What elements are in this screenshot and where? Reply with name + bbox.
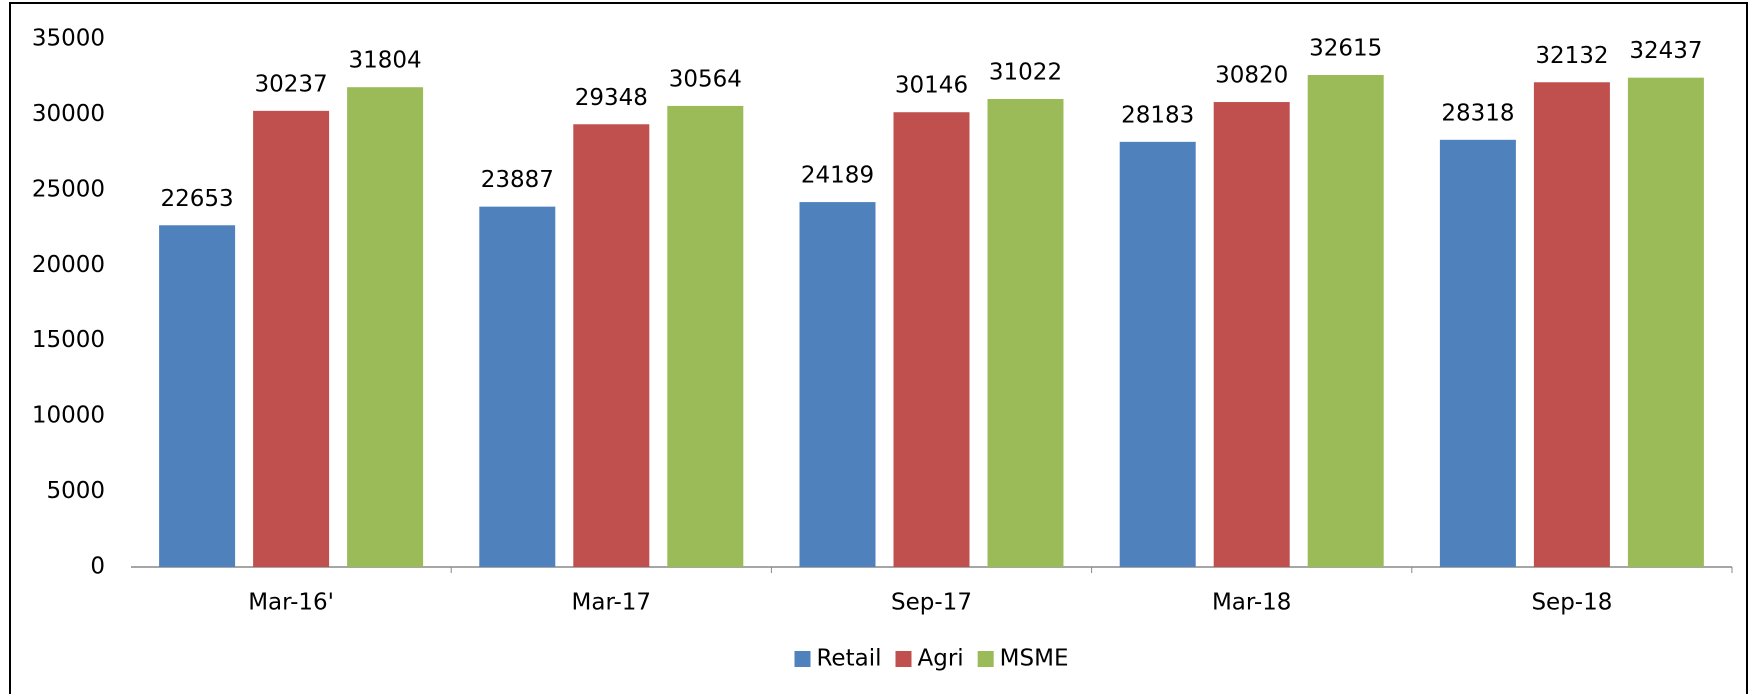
legend-swatch bbox=[794, 651, 811, 667]
bar bbox=[893, 112, 970, 567]
bar bbox=[1533, 82, 1610, 567]
y-tick-label: 5000 bbox=[46, 478, 105, 504]
bar bbox=[573, 124, 650, 567]
data-label: 30820 bbox=[1215, 63, 1288, 89]
x-tick-label: Mar-16' bbox=[248, 590, 334, 616]
data-label: 22653 bbox=[161, 186, 234, 212]
bar bbox=[1213, 102, 1290, 567]
y-tick-label: 0 bbox=[90, 554, 105, 580]
bar bbox=[1439, 139, 1516, 568]
data-label: 24189 bbox=[801, 163, 874, 189]
data-label: 28183 bbox=[1121, 102, 1194, 128]
chart-border bbox=[9, 2, 1748, 694]
x-tick-label: Mar-18 bbox=[1212, 590, 1292, 616]
y-tick-label: 25000 bbox=[32, 176, 105, 202]
legend-swatch bbox=[895, 651, 912, 667]
data-label: 32437 bbox=[1629, 38, 1702, 64]
bar bbox=[667, 105, 744, 567]
data-label: 30237 bbox=[255, 71, 328, 97]
bar bbox=[987, 99, 1064, 567]
y-tick-label: 30000 bbox=[32, 101, 105, 127]
x-tick-label: Sep-17 bbox=[891, 590, 972, 616]
bar bbox=[253, 110, 330, 567]
data-label: 31022 bbox=[989, 60, 1062, 86]
legend-label: Agri bbox=[917, 646, 963, 672]
bar bbox=[159, 225, 236, 568]
y-tick-label: 35000 bbox=[32, 26, 105, 52]
data-label: 28318 bbox=[1441, 100, 1514, 126]
bar bbox=[799, 202, 876, 567]
legend-swatch bbox=[977, 651, 994, 667]
data-label: 23887 bbox=[481, 167, 554, 193]
y-tick-label: 20000 bbox=[32, 252, 105, 278]
y-tick-label: 10000 bbox=[32, 403, 105, 429]
legend-label: Retail bbox=[816, 646, 881, 672]
data-label: 30146 bbox=[895, 73, 968, 99]
bar bbox=[1307, 74, 1384, 567]
y-tick-label: 15000 bbox=[32, 327, 105, 353]
legend-label: MSME bbox=[1000, 646, 1069, 672]
data-label: 32615 bbox=[1309, 35, 1382, 61]
data-label: 31804 bbox=[349, 48, 422, 74]
bar bbox=[1627, 77, 1704, 568]
data-label: 29348 bbox=[575, 85, 648, 111]
bar bbox=[479, 206, 556, 568]
x-tick-label: Mar-17 bbox=[572, 590, 652, 616]
data-label: 32132 bbox=[1535, 43, 1608, 69]
bar bbox=[1119, 141, 1196, 568]
data-label: 30564 bbox=[669, 66, 742, 92]
x-tick-label: Sep-18 bbox=[1531, 590, 1612, 616]
bar bbox=[347, 87, 424, 568]
